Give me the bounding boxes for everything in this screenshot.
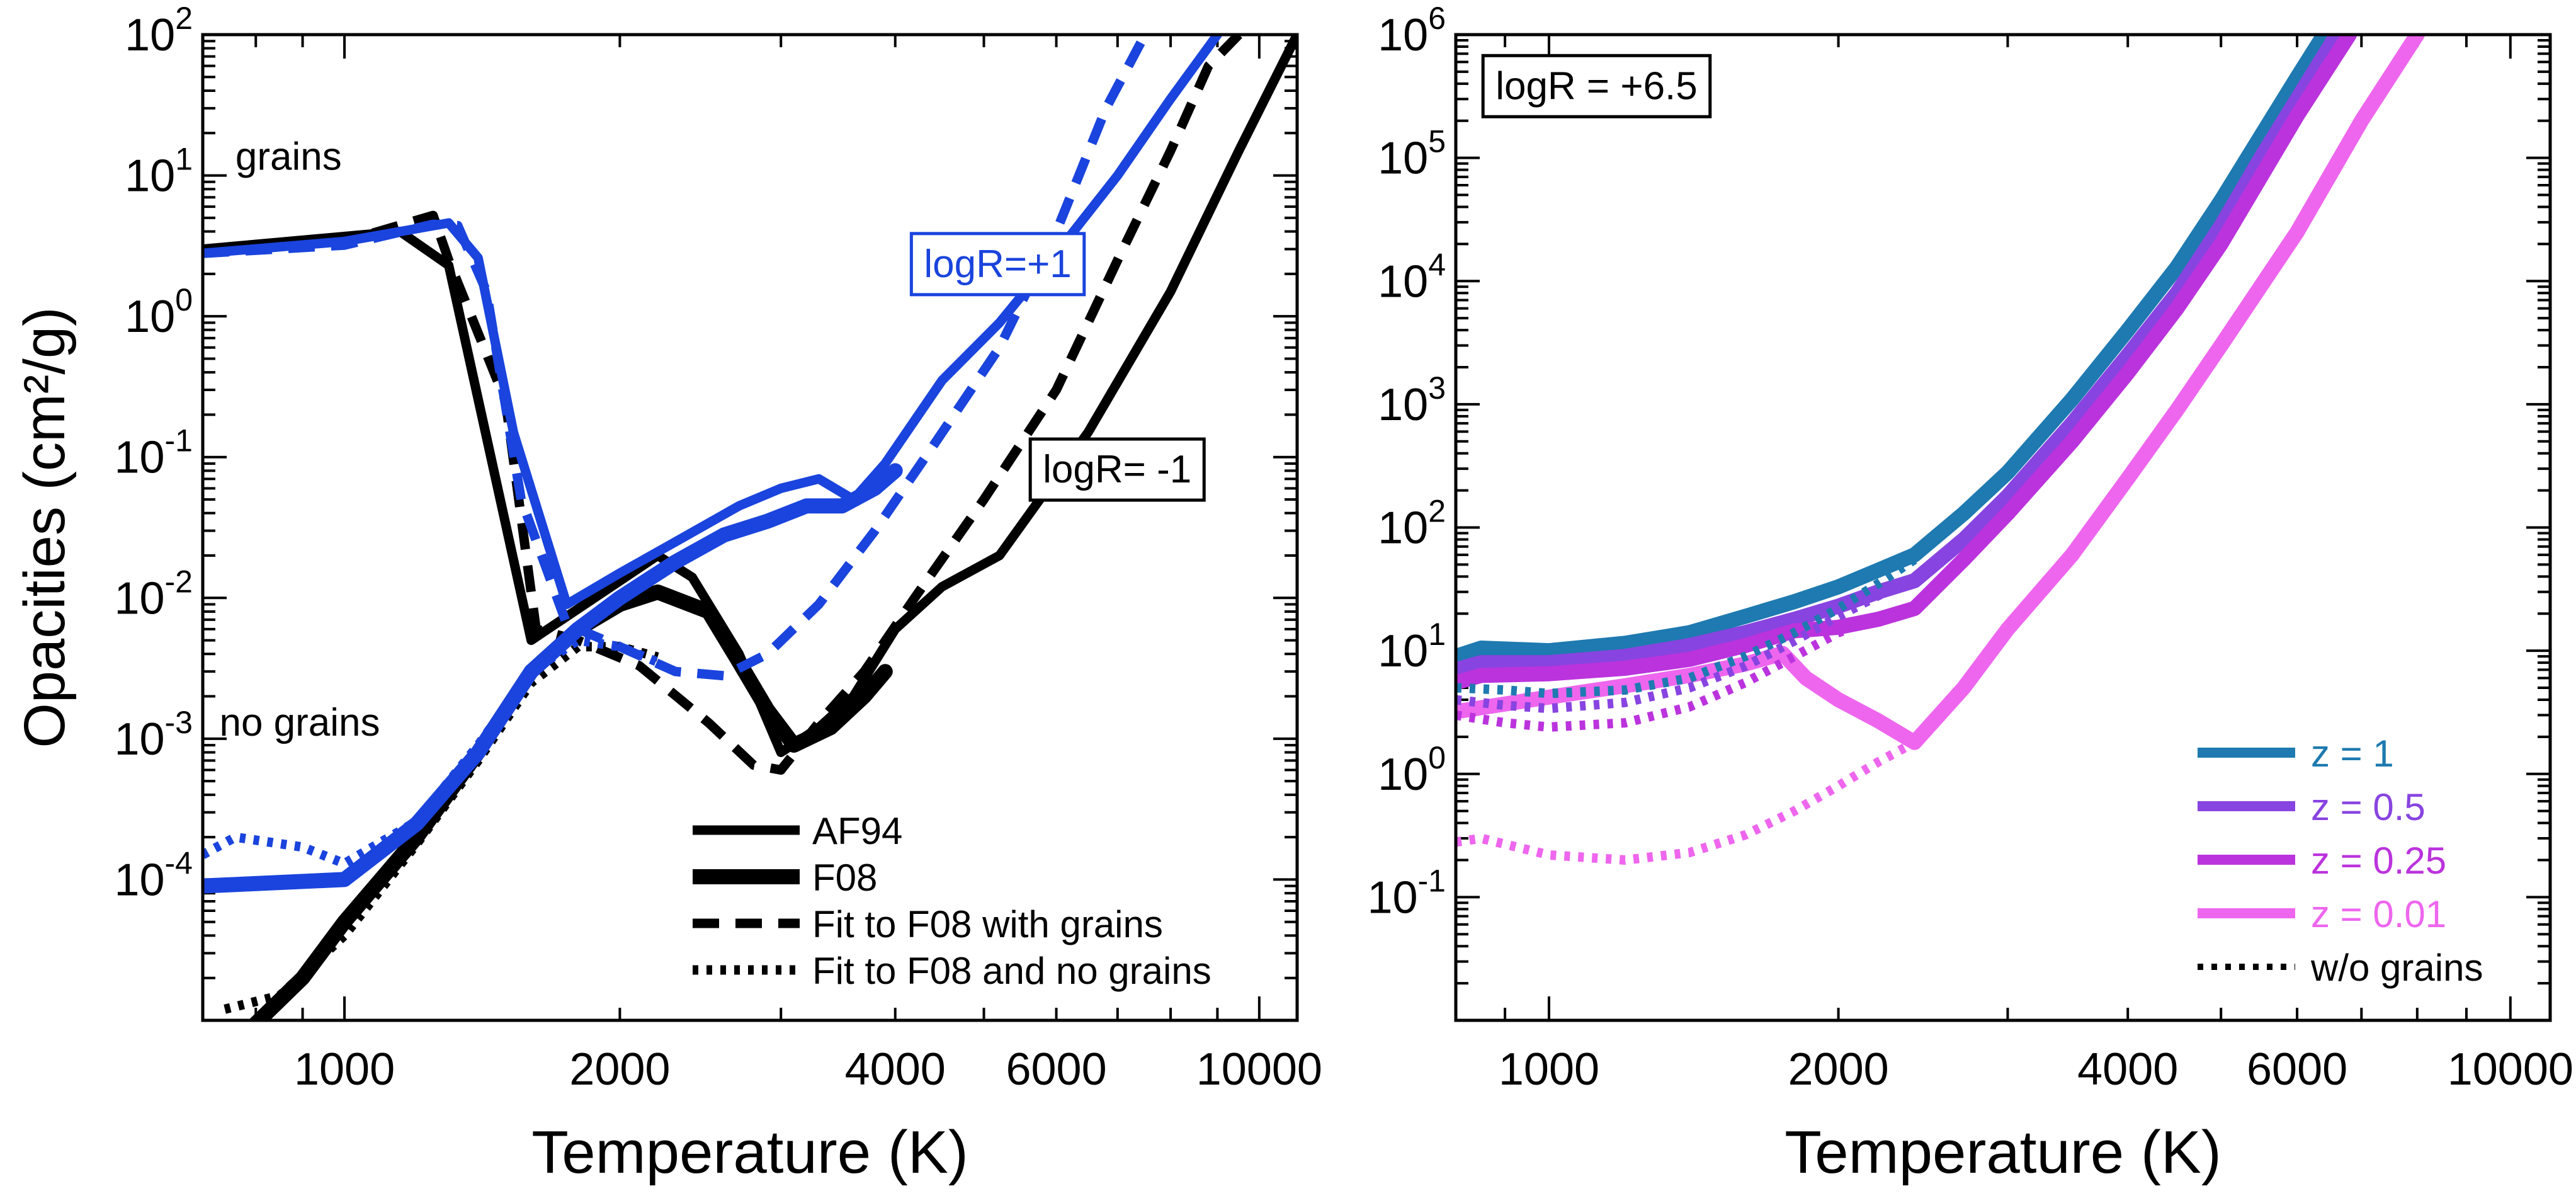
series-line-7 bbox=[203, 35, 1150, 681]
x-tick-label: 2000 bbox=[1788, 1044, 1889, 1095]
series-line-8 bbox=[203, 636, 660, 869]
legend-label: F08 bbox=[812, 857, 877, 899]
series-group bbox=[1456, 35, 2425, 865]
x-tick-label: 2000 bbox=[569, 1044, 670, 1095]
x-axis-label: Temperature (K) bbox=[531, 1119, 968, 1186]
series-line-5 bbox=[1456, 556, 1917, 698]
annotation-box bbox=[1481, 54, 1712, 118]
x-tick-label: 1000 bbox=[1499, 1044, 1599, 1095]
annotation-label: logR=+1 bbox=[924, 242, 1071, 286]
series-line-3 bbox=[203, 35, 1242, 775]
right-panel: 1000 2000 4000 6000 1000010-1100101102103104… bbox=[1367, 1, 2573, 1186]
y-tick-label: 102 bbox=[125, 1, 193, 60]
series-line-1 bbox=[1456, 35, 2332, 664]
annotation-label: logR = +6.5 bbox=[1495, 64, 1698, 108]
x-tick-label: 1000 bbox=[294, 1044, 395, 1095]
legend-label: z = 0.25 bbox=[2311, 840, 2446, 882]
annotation-box bbox=[909, 232, 1086, 297]
x-tick-label: 4000 bbox=[845, 1044, 946, 1095]
y-axis-label: Opacities (cm²/g) bbox=[13, 307, 77, 748]
annotation-label: no grains bbox=[219, 701, 380, 744]
minor-ticks bbox=[1455, 33, 2550, 1022]
x-axis-label: Temperature (K) bbox=[1784, 1119, 2221, 1186]
plot-frame bbox=[201, 33, 1299, 1022]
legend-label: z = 0.5 bbox=[2311, 786, 2426, 828]
series-line-6 bbox=[1456, 576, 1917, 714]
x-tick-label: 10000 bbox=[2448, 1044, 2573, 1095]
annotation-label: logR= -1 bbox=[1043, 448, 1191, 491]
legend-label: AF94 bbox=[812, 810, 902, 852]
series-line-7 bbox=[1456, 603, 1916, 732]
x-tick-label: 4000 bbox=[2077, 1044, 2178, 1095]
legend-label: w/o grains bbox=[2310, 947, 2483, 989]
legend-label: Fit to F08 with grains bbox=[812, 903, 1163, 945]
left-panel: 1000 2000 4000 6000 1000010-410-310-210-1100… bbox=[13, 1, 1322, 1186]
legend-label: z = 0.01 bbox=[2311, 893, 2446, 935]
x-tick-label: 6000 bbox=[2247, 1044, 2347, 1095]
legend-label: z = 1 bbox=[2311, 733, 2394, 775]
legend-label: Fit to F08 and no grains bbox=[812, 950, 1211, 992]
annotation-box bbox=[1028, 437, 1206, 502]
series-line-6 bbox=[203, 463, 903, 894]
series-line-8 bbox=[1456, 738, 1917, 865]
series-line-3 bbox=[1456, 35, 2358, 690]
x-tick-label: 6000 bbox=[1006, 1044, 1106, 1095]
x-tick-label: 10000 bbox=[1196, 1044, 1322, 1095]
legend: z = 1 z = 0.5 z = 0.25 z = 0.01 w/o grains bbox=[2198, 733, 2483, 989]
plot-frame bbox=[1454, 33, 2552, 1022]
minor-ticks bbox=[201, 33, 1297, 1022]
annotation-label: grains bbox=[235, 135, 342, 178]
